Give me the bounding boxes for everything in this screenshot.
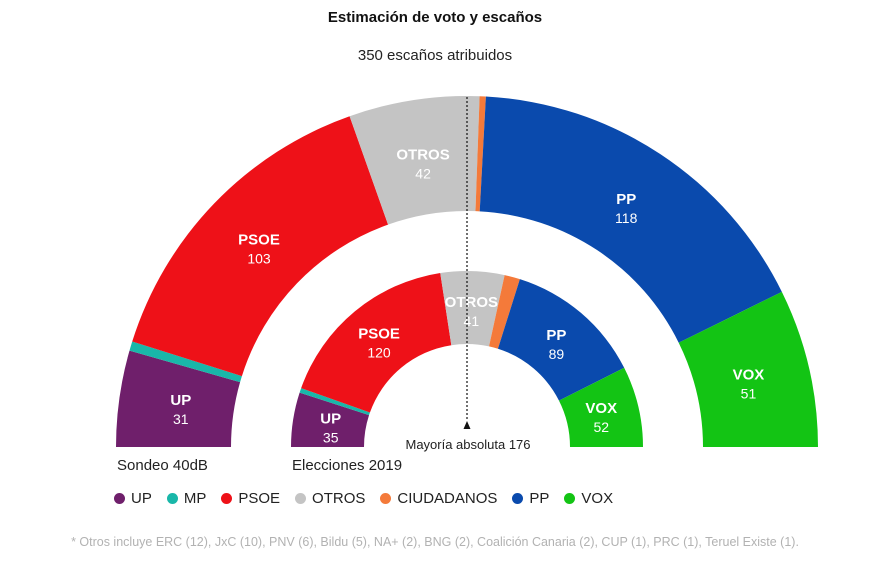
- segment-outer-pp: [479, 96, 782, 343]
- caption-elecciones: Elecciones 2019: [292, 457, 403, 474]
- segment-value-inner-otros: 41: [464, 313, 480, 329]
- legend-swatch: [114, 493, 125, 504]
- legend-item-up: UP: [114, 490, 152, 507]
- majority-label: Mayoría absoluta 176: [405, 437, 530, 452]
- majority-arrow: [463, 421, 471, 429]
- legend-label: PP: [529, 490, 550, 507]
- segment-value-outer-pp: 118: [615, 210, 638, 226]
- legend: UP MP PSOE OTROS CIUDADANOS PP VOX: [114, 490, 628, 507]
- segment-inner-psoe: [301, 273, 452, 413]
- segment-outer-ciudadanos: [475, 96, 486, 212]
- chart-title: Estimación de voto y escaños: [327, 9, 543, 26]
- segment-inner-ciudadanos: [489, 275, 520, 349]
- segment-inner-up: [291, 392, 370, 447]
- legend-label: OTROS: [312, 490, 366, 507]
- legend-item-pp: PP: [512, 490, 549, 507]
- segment-label-inner-pp: PP: [546, 327, 566, 344]
- segment-label-outer-up: UP: [170, 392, 191, 409]
- legend-label: VOX: [581, 490, 614, 507]
- segment-label-inner-otros: OTROS: [445, 294, 498, 311]
- segment-label-outer-otros: OTROS: [396, 146, 449, 163]
- legend-item-psoe: PSOE: [221, 490, 280, 507]
- hemicycle-chart: UP 31 PSOE 103 OTROS 42 PP 118 VOX 51 UP 35 PSOE 120…: [116, 95, 818, 452]
- legend-label: MP: [183, 490, 207, 507]
- segment-value-outer-up: 31: [173, 411, 189, 427]
- legend-label: PSOE: [238, 490, 281, 507]
- segment-outer-mp: [129, 341, 242, 383]
- inner-ring-elecciones: UP 35 PSOE 120 OTROS 41 PP 89 VOX 52: [291, 271, 643, 447]
- segment-value-outer-psoe: 103: [247, 250, 271, 266]
- legend-item-vox: VOX: [564, 490, 613, 507]
- legend-label: CIUDADANOS: [397, 490, 498, 507]
- legend-item-mp: MP: [166, 490, 207, 507]
- legend-swatch: [380, 493, 392, 504]
- segment-outer-otros: [349, 95, 480, 225]
- legend-item-ciudadanos: CIUDADANOS: [380, 490, 497, 507]
- segment-value-outer-otros: 42: [415, 165, 431, 181]
- segment-inner-pp: [497, 279, 625, 401]
- segment-label-outer-vox: VOX: [733, 366, 765, 383]
- segment-outer-up: [116, 350, 241, 447]
- segment-label-inner-vox: VOX: [585, 400, 617, 417]
- segment-outer-vox: [678, 291, 818, 447]
- segment-value-inner-psoe: 120: [367, 345, 391, 361]
- segment-label-outer-pp: PP: [616, 191, 636, 208]
- legend-swatch: [166, 493, 178, 504]
- segment-value-inner-vox: 52: [593, 419, 609, 435]
- segment-label-inner-psoe: PSOE: [358, 326, 400, 343]
- outer-ring-sondeo: UP 31 PSOE 103 OTROS 42 PP 118 VOX 51: [116, 95, 818, 447]
- caption-sondeo: Sondeo 40dB: [117, 457, 208, 474]
- segment-label-outer-psoe: PSOE: [238, 231, 280, 248]
- segment-value-outer-vox: 51: [741, 385, 757, 401]
- segment-inner-mp: [299, 388, 370, 416]
- legend-swatch: [221, 493, 233, 504]
- segment-value-inner-pp: 89: [549, 346, 565, 362]
- segment-outer-psoe: [132, 116, 389, 377]
- segment-value-inner-up: 35: [323, 429, 339, 445]
- legend-swatch: [564, 493, 576, 504]
- legend-label: UP: [131, 490, 152, 507]
- footnote: * Otros incluye ERC (12), JxC (10), PNV …: [71, 535, 799, 549]
- chart-subtitle: 350 escaños atribuidos: [357, 47, 513, 64]
- legend-swatch: [512, 493, 524, 504]
- segment-label-inner-up: UP: [320, 410, 341, 427]
- legend-swatch: [295, 493, 307, 504]
- legend-item-otros: OTROS: [295, 490, 365, 507]
- segment-inner-otros: [440, 271, 505, 347]
- segment-inner-vox: [558, 367, 643, 447]
